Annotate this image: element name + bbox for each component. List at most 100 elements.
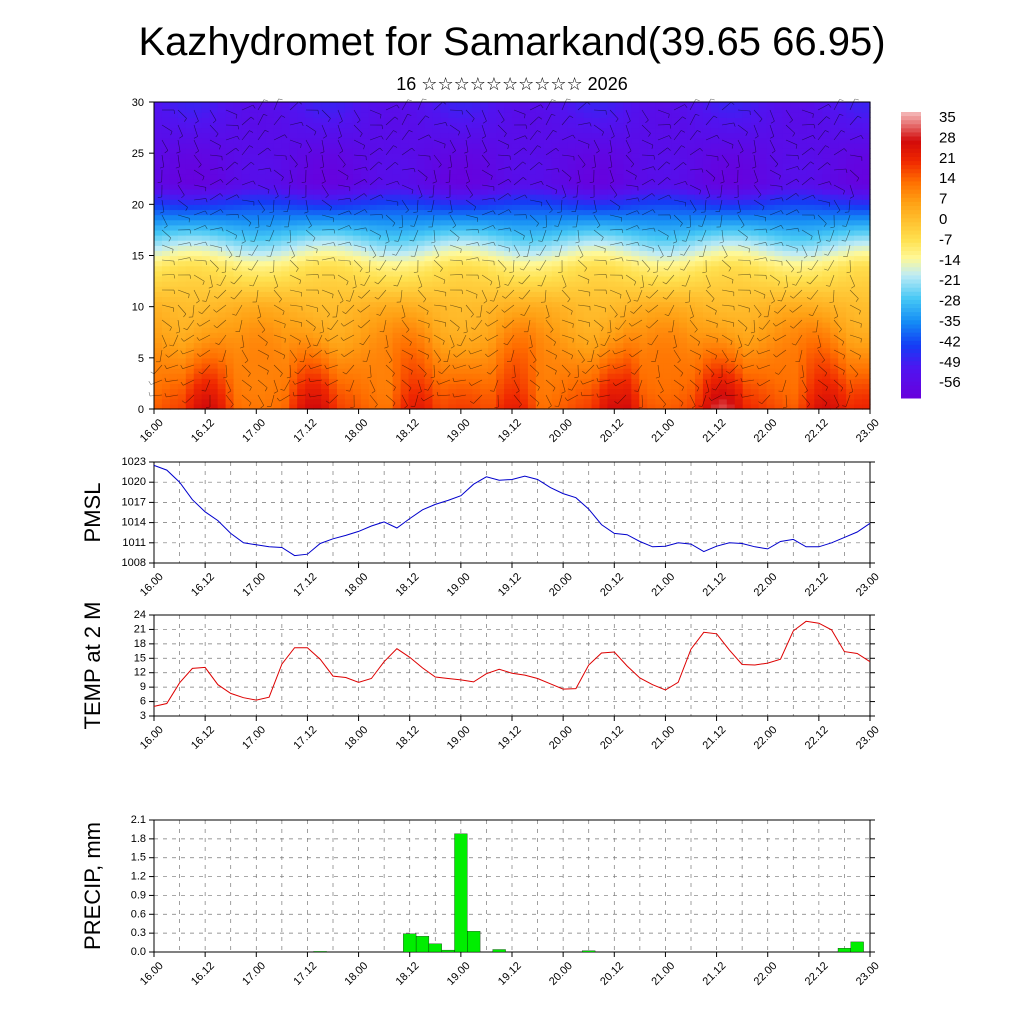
heatmap-cell (472, 342, 481, 349)
heatmap-cell (313, 393, 322, 400)
heatmap-cell (257, 378, 266, 385)
heatmap-cell (647, 332, 656, 338)
heatmap-cell (607, 240, 617, 246)
heatmap-cell (519, 383, 529, 390)
heatmap-cell (519, 112, 529, 118)
heatmap-cell (758, 194, 768, 200)
heatmap-cell (400, 281, 410, 287)
heatmap-cell (257, 357, 266, 364)
heatmap-cell (623, 168, 632, 175)
heatmap-cell (750, 378, 760, 385)
heatmap-cell (233, 270, 243, 277)
heatmap-cell (694, 316, 704, 323)
heatmap-cell (527, 117, 537, 124)
heatmap-cell (591, 199, 601, 205)
heatmap-cell (392, 337, 402, 344)
heatmap-cell (639, 398, 648, 405)
heatmap-cell (344, 107, 354, 113)
heatmap-cell (161, 286, 171, 292)
heatmap-cell (694, 301, 704, 308)
heatmap-cell (655, 102, 664, 108)
heatmap-cell (655, 219, 664, 226)
heatmap-cell (249, 378, 259, 385)
heatmap-cell (655, 229, 664, 236)
heatmap-cell (336, 240, 346, 246)
heatmap-cell (488, 362, 497, 369)
heatmap-cell (408, 245, 418, 251)
heatmap-cell (639, 183, 648, 190)
heatmap-cell (448, 362, 457, 369)
heatmap-cell (376, 178, 386, 185)
heatmap-cell (758, 332, 768, 338)
heatmap-cell (161, 148, 171, 154)
heatmap-cell (400, 199, 410, 205)
heatmap-cell (551, 352, 561, 359)
heatmap-cell (591, 219, 601, 226)
heatmap-cell (384, 122, 394, 129)
heatmap-cell (368, 153, 378, 159)
heatmap-cell (512, 245, 521, 251)
heatmap-cell (607, 255, 617, 262)
heatmap-cell (607, 204, 617, 211)
heatmap-cell (639, 153, 648, 159)
heatmap-cell (400, 311, 410, 318)
heatmap-cell (368, 332, 378, 338)
heatmap-cell (806, 260, 815, 267)
heatmap-cell (559, 296, 569, 303)
heatmap-cell (694, 296, 704, 303)
heatmap-cell (718, 245, 728, 251)
heatmap-cell (742, 199, 752, 205)
heatmap-cell (647, 373, 656, 379)
heatmap-cell (671, 388, 680, 395)
heatmap-cell (392, 214, 402, 221)
heatmap-cell (718, 194, 728, 200)
heatmap-cell (631, 168, 640, 175)
heatmap-cell (456, 347, 465, 354)
heatmap-cell (368, 373, 378, 379)
heatmap-cell (726, 219, 736, 226)
heatmap-cell (504, 291, 513, 298)
heatmap-cell (512, 240, 521, 246)
heatmap-cell (710, 275, 720, 282)
heatmap-cell (249, 137, 259, 144)
heatmap-cell (790, 209, 799, 216)
heatmap-cell (496, 209, 505, 216)
heatmap-cell (321, 127, 330, 134)
heatmap-cell (758, 250, 768, 257)
heatmap-cell (543, 322, 553, 328)
heatmap-cell (535, 403, 545, 410)
heatmap-cell (376, 250, 386, 257)
heatmap-cell (694, 132, 704, 139)
heatmap-cell (623, 148, 632, 154)
heatmap-cell (639, 342, 648, 349)
heatmap-cell (360, 357, 370, 364)
heatmap-cell (424, 306, 434, 313)
heatmap-cell (400, 301, 410, 308)
heatmap-cell (766, 286, 776, 292)
heatmap-cell (448, 178, 457, 185)
heatmap-cell (782, 240, 792, 246)
heatmap-cell (360, 265, 370, 272)
heatmap-cell (671, 296, 680, 303)
heatmap-cell (782, 158, 792, 164)
heatmap-cell (352, 362, 362, 369)
heatmap-cell (790, 158, 799, 164)
heatmap-cell (249, 383, 259, 390)
heatmap-cell (599, 332, 609, 338)
heatmap-cell (734, 265, 744, 272)
heatmap-cell (535, 127, 545, 134)
heatmap-cell (567, 342, 577, 349)
heatmap-cell (408, 275, 418, 282)
heatmap-cell (504, 132, 513, 139)
heatmap-cell (360, 183, 370, 190)
heatmap-cell (488, 378, 497, 385)
heatmap-cell (631, 194, 640, 200)
heatmap-cell (209, 342, 219, 349)
heatmap-cell (154, 229, 163, 236)
heatmap-cell (488, 306, 497, 313)
heatmap-cell (440, 275, 449, 282)
heatmap-cell (702, 352, 712, 359)
heatmap-cell (472, 245, 481, 251)
heatmap-cell (233, 137, 243, 144)
heatmap-cell (161, 183, 171, 190)
